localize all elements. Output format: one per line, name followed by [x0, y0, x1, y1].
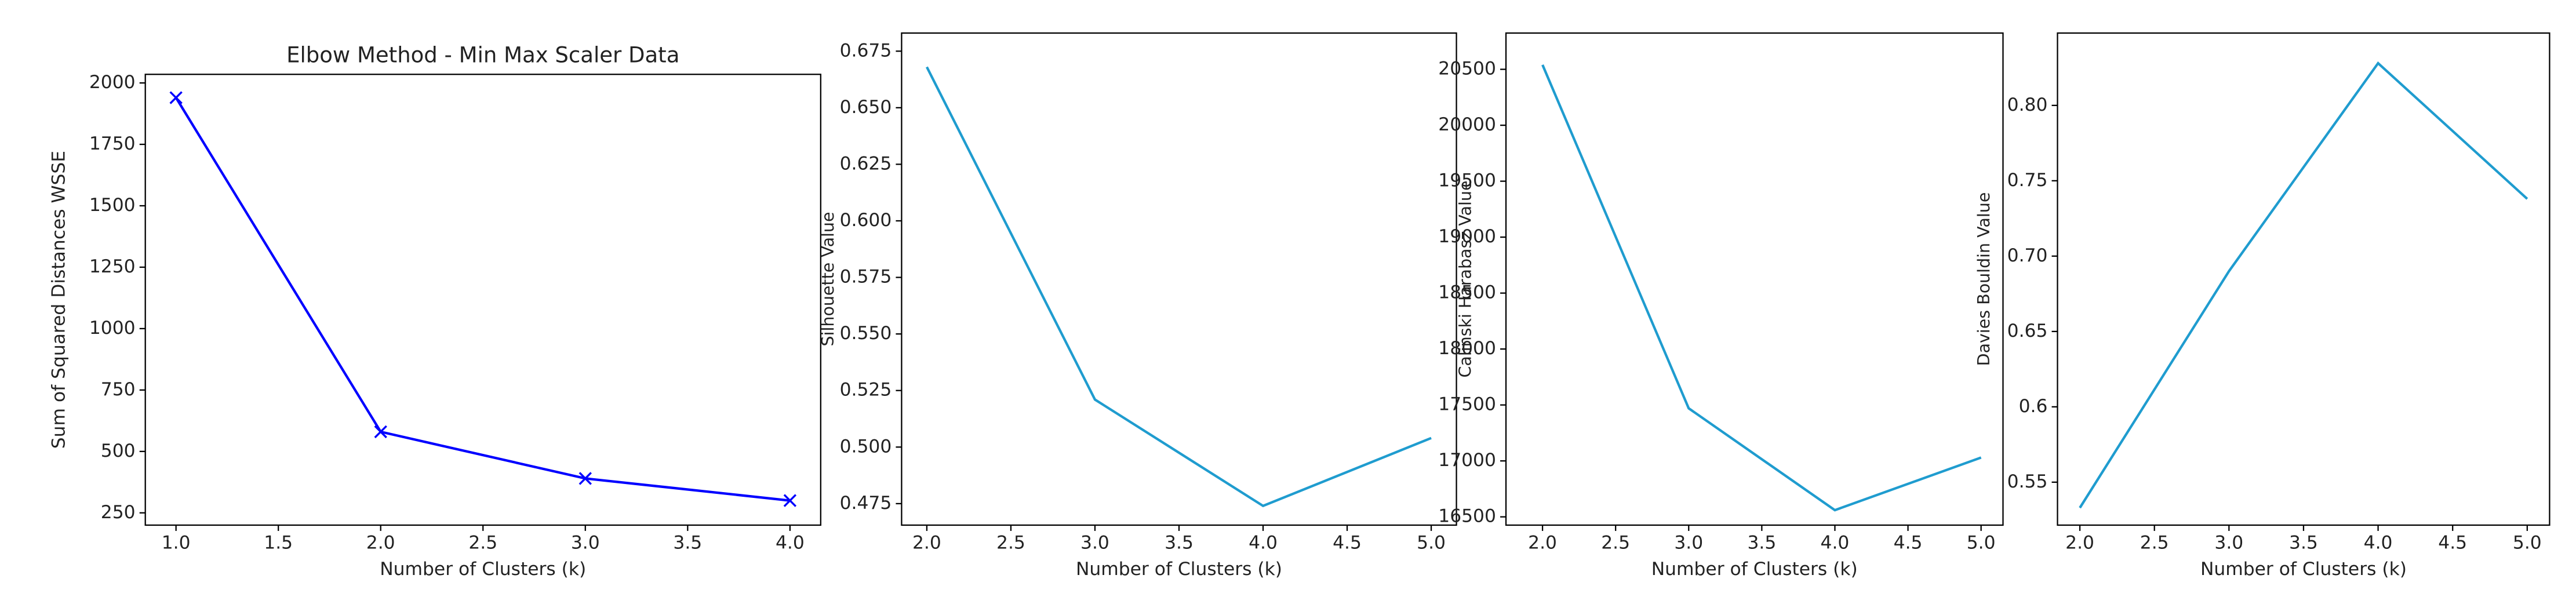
x-tick-label: 5.0 — [1967, 532, 1996, 553]
x-axis-label: Number of Clusters (k) — [1076, 559, 1282, 580]
y-tick-label: 0.6 — [2019, 396, 2048, 417]
x-tick-label: 2.0 — [912, 532, 941, 553]
x-tick-label: 1.0 — [162, 532, 191, 553]
x-tick-label: 2.0 — [2065, 532, 2094, 553]
y-tick-label: 0.75 — [2007, 170, 2048, 191]
x-tick-label: 3.5 — [2289, 532, 2318, 553]
y-tick-label: 0.55 — [2007, 471, 2048, 492]
y-tick-label: 20000 — [1438, 114, 1496, 135]
y-axis-label: Calinski Harabasz Value — [1456, 181, 1475, 378]
y-tick-label: 500 — [101, 441, 136, 461]
x-tick-label: 2.5 — [468, 532, 497, 553]
y-tick-label: 0.600 — [840, 210, 892, 231]
x-tick-label: 4.5 — [1894, 532, 1923, 553]
x-tick-label: 3.5 — [673, 532, 702, 553]
x-tick-label: 2.5 — [2140, 532, 2169, 553]
y-tick-label: 0.575 — [840, 267, 892, 288]
marker — [169, 91, 183, 104]
x-tick-label: 2.0 — [366, 532, 395, 553]
y-tick-label: 1750 — [89, 133, 136, 154]
y-axis-label: Sum of Squared Distances WSSE — [49, 151, 70, 449]
y-tick-label: 1250 — [89, 256, 136, 277]
x-tick-label: 2.0 — [1528, 532, 1557, 553]
y-tick-label: 0.70 — [2007, 245, 2048, 266]
y-tick-label: 20500 — [1438, 59, 1496, 79]
y-tick-label: 19000 — [1438, 226, 1496, 247]
x-axis-label: Number of Clusters (k) — [1651, 559, 1858, 580]
y-tick-label: 18000 — [1438, 338, 1496, 359]
x-tick-label: 4.5 — [2438, 532, 2467, 553]
x-tick-label: 5.0 — [2513, 532, 2542, 553]
x-tick-label: 4.0 — [776, 532, 805, 553]
y-tick-label: 0.500 — [840, 436, 892, 457]
x-tick-label: 5.0 — [1417, 532, 1446, 553]
y-tick-label: 1500 — [89, 195, 136, 216]
y-axis-label: Silhouette Value — [818, 212, 838, 347]
marker — [578, 472, 592, 485]
x-tick-label: 1.5 — [264, 532, 293, 553]
y-tick-label: 18500 — [1438, 282, 1496, 303]
plot-frame — [1505, 32, 2004, 526]
y-tick-label: 0.80 — [2007, 94, 2048, 115]
x-tick-label: 3.0 — [1080, 532, 1109, 553]
x-tick-label: 3.0 — [571, 532, 600, 553]
x-tick-label: 3.0 — [2214, 532, 2243, 553]
x-tick-label: 4.0 — [1249, 532, 1278, 553]
x-tick-label: 3.5 — [1747, 532, 1776, 553]
plot-frame — [2057, 32, 2550, 526]
x-tick-label: 2.5 — [996, 532, 1025, 553]
y-tick-label: 250 — [101, 502, 136, 523]
data-line — [2079, 61, 2528, 509]
y-tick-label: 0.475 — [840, 493, 892, 514]
y-tick-label: 17500 — [1438, 394, 1496, 415]
y-axis-label: Davies Bouldin Value — [1974, 192, 1993, 366]
chart-title: Elbow Method - Min Max Scaler Data — [286, 42, 679, 67]
x-tick-label: 4.0 — [1821, 532, 1850, 553]
data-line — [1541, 64, 1982, 512]
y-tick-label: 0.675 — [840, 40, 892, 61]
y-tick-label: 750 — [101, 379, 136, 400]
y-tick-label: 0.550 — [840, 323, 892, 344]
y-tick-label: 0.650 — [840, 97, 892, 118]
x-tick-label: 4.0 — [2364, 532, 2393, 553]
y-tick-label: 0.65 — [2007, 321, 2048, 341]
y-tick-label: 0.625 — [840, 153, 892, 174]
y-tick-label: 17000 — [1438, 450, 1496, 471]
y-tick-label: 1000 — [89, 318, 136, 339]
x-axis-label: Number of Clusters (k) — [2200, 559, 2407, 580]
plot-frame — [144, 74, 821, 526]
y-tick-label: 0.525 — [840, 380, 892, 401]
x-tick-label: 3.0 — [1674, 532, 1703, 553]
data-line — [926, 66, 1432, 508]
x-axis-label: Number of Clusters (k) — [380, 559, 586, 580]
marker — [374, 425, 387, 439]
y-tick-label: 16500 — [1438, 506, 1496, 527]
data-line — [174, 97, 791, 502]
y-tick-label: 2000 — [89, 72, 136, 93]
x-tick-label: 2.5 — [1601, 532, 1630, 553]
marker — [783, 494, 797, 507]
y-tick-label: 19500 — [1438, 170, 1496, 191]
x-tick-label: 3.5 — [1165, 532, 1194, 553]
x-tick-label: 4.5 — [1333, 532, 1362, 553]
